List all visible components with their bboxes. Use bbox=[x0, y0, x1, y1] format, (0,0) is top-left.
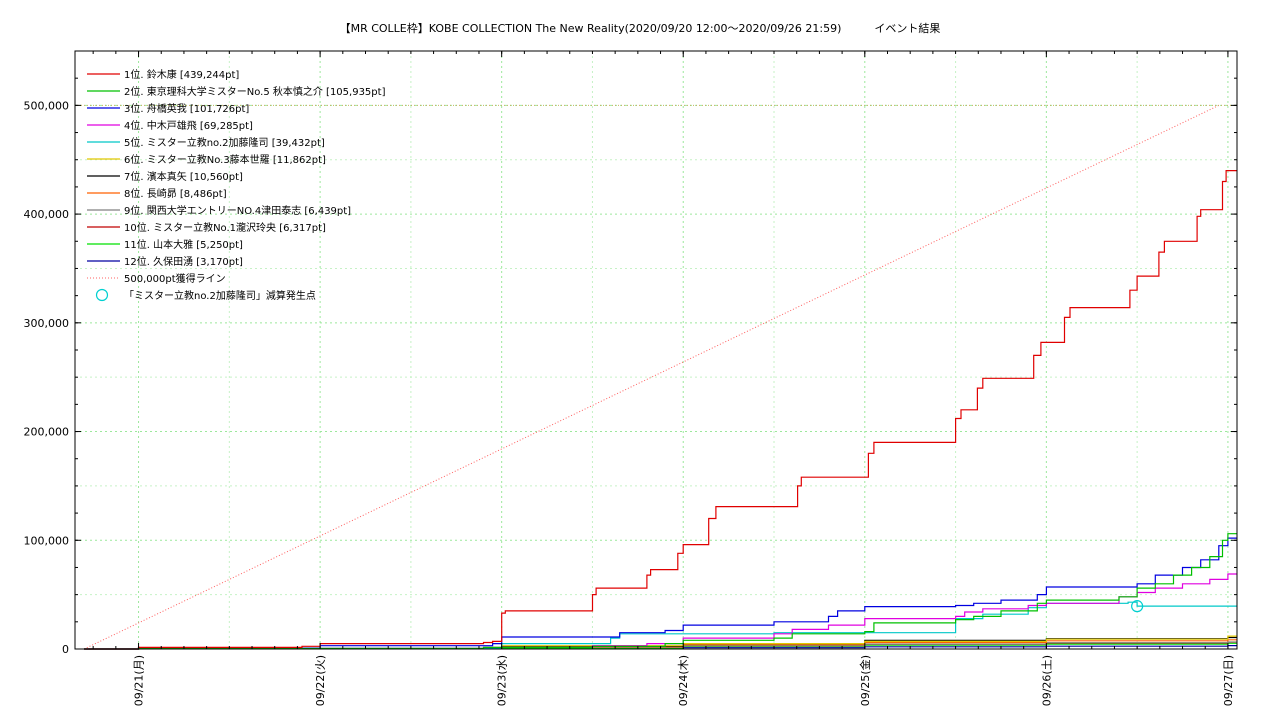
x-tick-label: 09/26(土) bbox=[1040, 655, 1053, 706]
legend-label: 1位. 鈴木康 [439,244pt] bbox=[124, 68, 239, 81]
legend-label: 3位. 舟橋英我 [101,726pt] bbox=[124, 102, 249, 115]
legend-label: 2位. 東京理科大学ミスターNo.5 秋本慎之介 [105,935pt] bbox=[124, 85, 386, 98]
series-line bbox=[84, 601, 1237, 650]
legend-label: 500,000pt獲得ライン bbox=[124, 272, 226, 285]
x-tick-label: 09/21(月) bbox=[133, 655, 146, 706]
grid bbox=[75, 51, 1237, 649]
y-tick-label: 400,000 bbox=[24, 208, 70, 221]
legend-label: 10位. ミスター立教No.1瀧沢玲央 [6,317pt] bbox=[124, 221, 326, 234]
axes: 09/21(月) 09/22(火) 09/23(水) 09/24(木) 09/25(金)… bbox=[24, 50, 1237, 706]
y-tick-label: 300,000 bbox=[24, 317, 70, 330]
legend-label: 6位. ミスター立教No.3藤本世羅 [11,862pt] bbox=[124, 153, 326, 166]
legend-label: 「ミスター立教no.2加藤隆司」減算発生点 bbox=[124, 289, 316, 302]
legend-label: 7位. 濱本真矢 [10,560pt] bbox=[124, 170, 243, 183]
legend-label: 5位. ミスター立教no.2加藤隆司 [39,432pt] bbox=[124, 136, 325, 149]
x-tick-label: 09/24(木) bbox=[677, 655, 690, 706]
y-tick-label: 100,000 bbox=[24, 534, 70, 547]
legend-marker-swatch bbox=[95, 288, 109, 302]
y-tick-label: 0 bbox=[62, 643, 69, 656]
series-line bbox=[84, 533, 1237, 650]
legend-label: 11位. 山本大雅 [5,250pt] bbox=[124, 238, 243, 251]
x-tick-label: 09/22(火) bbox=[314, 655, 327, 706]
legend-label: 12位. 久保田湧 [3,170pt] bbox=[124, 255, 243, 268]
marker-layer bbox=[1131, 600, 1144, 613]
x-tick-label: 09/23(水) bbox=[496, 655, 509, 706]
series-layer bbox=[84, 170, 1237, 650]
legend-label: 9位. 関西大学エントリーNO.4津田泰志 [6,439pt] bbox=[124, 204, 351, 217]
x-tick-label: 09/25(金) bbox=[858, 655, 872, 706]
chart-title: 【MR COLLE枠】KOBE COLLECTION The New Reali… bbox=[339, 22, 941, 35]
x-tick-label: 09/27(日) bbox=[1222, 655, 1235, 706]
legend: 1位. 鈴木康 [439,244pt] 2位. 東京理科大学ミスターNo.5 秋本… bbox=[87, 68, 386, 302]
deduction-marker bbox=[1131, 600, 1144, 613]
series-line bbox=[84, 170, 1237, 650]
series-line bbox=[84, 537, 1237, 650]
series-line bbox=[84, 573, 1237, 650]
y-tick-label: 500,000 bbox=[24, 99, 70, 112]
legend-label: 4位. 中木戸雄飛 [69,285pt] bbox=[124, 119, 253, 132]
y-tick-label: 200,000 bbox=[24, 426, 70, 439]
legend-label: 8位. 長崎昴 [8,486pt] bbox=[124, 187, 227, 200]
